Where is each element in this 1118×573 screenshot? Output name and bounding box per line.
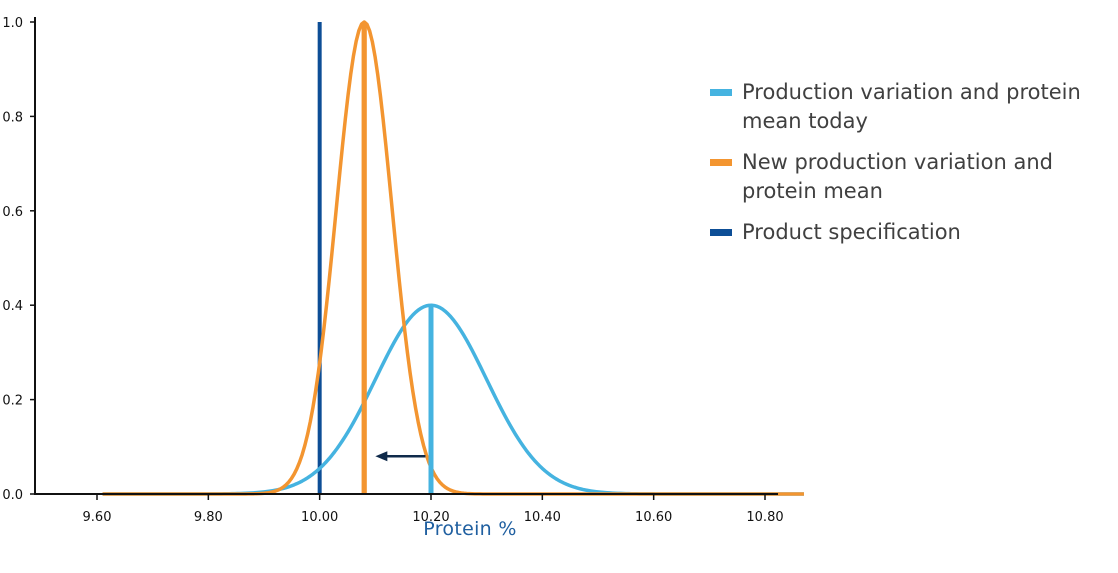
x-axis-title: Protein % [423,518,517,540]
legend-label-today: Production variation and protein mean to… [742,80,1081,133]
x-tick-label: 10.40 [524,510,561,525]
legend-swatch-spec [710,229,732,236]
x-tick-label: 10.60 [635,510,672,525]
y-tick-label: 0.0 [2,488,23,503]
legend-item-today: Production variation and protein mean to… [710,78,1110,136]
x-tick-label: 10.00 [301,510,338,525]
plot-marks [102,20,804,496]
legend-label-new: New production variation and protein mea… [742,150,1053,203]
y-tick-label: 0.4 [2,299,23,314]
x-tick-label: 10.80 [746,510,783,525]
legend: Production variation and protein mean to… [710,78,1110,259]
curve-new [102,20,804,496]
x-tick-label: 9.80 [194,510,223,525]
y-tick-label: 1.0 [2,16,23,31]
curve-today [102,303,804,496]
x-tick-label: 10.20 [412,510,449,525]
legend-item-new: New production variation and protein mea… [710,148,1110,206]
legend-swatch-today [710,89,732,96]
y-tick-label: 0.8 [2,110,23,125]
shift-arrow-head [375,451,388,462]
x-tick-label: 9.60 [83,510,112,525]
y-tick-label: 0.6 [2,205,23,220]
y-tick-label: 0.2 [2,394,23,409]
legend-item-spec: Product specification [710,218,1110,247]
axis-ticks: 9.60 9.80 10.00 10.20 10.40 10.60 10.80 0.0 0.2 0… [2,16,783,525]
legend-swatch-new [710,159,732,166]
legend-label-spec: Product specification [742,220,961,244]
